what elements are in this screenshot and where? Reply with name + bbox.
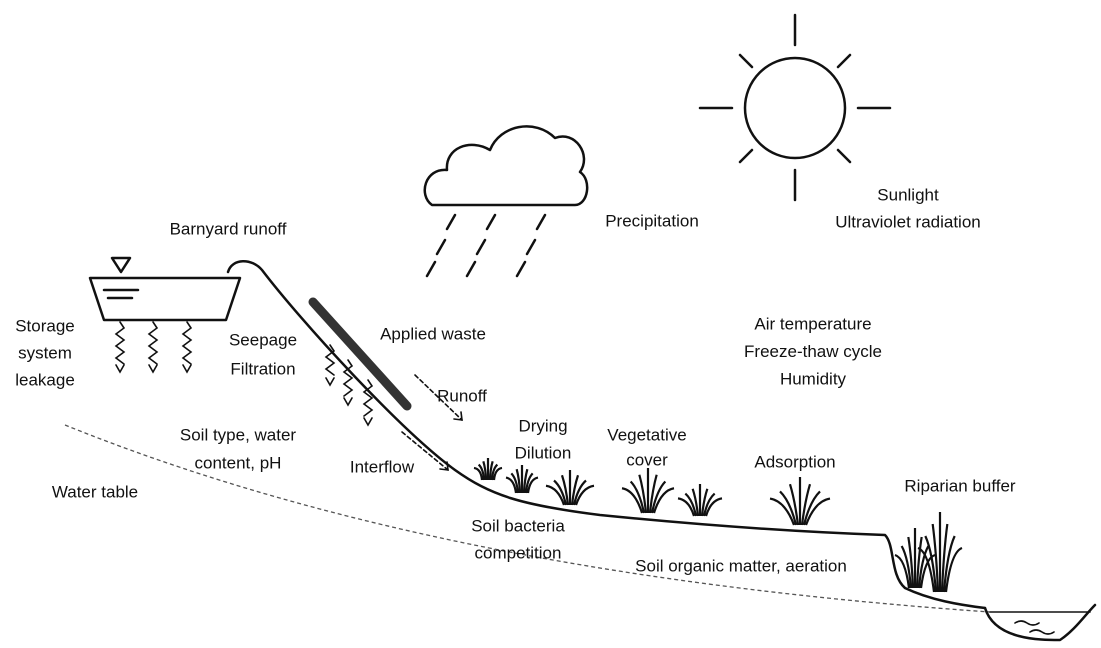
arrow-head <box>148 364 158 374</box>
pond <box>983 603 1097 642</box>
arrow-head <box>453 411 463 421</box>
grass <box>505 465 539 494</box>
flow-arrow <box>401 431 449 471</box>
water-table-line <box>64 424 991 613</box>
label-text: competition <box>475 543 562 562</box>
label-text: Storage <box>15 316 75 335</box>
label-text: Riparian buffer <box>904 476 1016 495</box>
seepage-arrow <box>114 321 126 365</box>
grass <box>894 528 936 589</box>
applied-waste-layer <box>308 297 412 411</box>
pond-water <box>989 611 1091 635</box>
water-level-marker <box>102 256 140 300</box>
label-text: Soil organic matter, aeration <box>635 556 847 575</box>
rain-drop <box>435 238 447 256</box>
arrow-head <box>343 397 353 407</box>
arrow-head <box>439 461 449 471</box>
seepage-arrow <box>342 359 354 397</box>
label-text: Applied waste <box>380 324 486 343</box>
label-text: Adsorption <box>754 452 835 471</box>
seepage-arrow <box>324 344 336 376</box>
grass <box>769 477 831 526</box>
label-text: Precipitation <box>605 211 699 230</box>
rain-drop <box>535 213 547 231</box>
rain-drop <box>485 213 497 231</box>
rain-drop <box>465 260 477 278</box>
arrow-head <box>115 364 125 374</box>
label-text: Freeze-thaw cycle <box>744 342 882 361</box>
label-text: Seepage <box>229 330 297 349</box>
grass <box>917 512 963 593</box>
label-text: Sunlight <box>877 185 939 204</box>
arrow-head <box>182 364 192 374</box>
arrow-head <box>363 417 373 427</box>
seepage-arrow <box>181 321 193 365</box>
label-text: Drying <box>518 416 567 435</box>
label-text: Humidity <box>780 369 847 388</box>
ground-surface <box>226 260 987 610</box>
grass <box>473 458 503 481</box>
storage-tank <box>88 276 242 322</box>
label-text: content, pH <box>195 453 282 472</box>
seepage-arrow <box>362 379 374 417</box>
sun <box>743 56 847 160</box>
label-text: Ultraviolet radiation <box>835 212 981 231</box>
flow-arrow <box>414 374 463 421</box>
label-text: system <box>18 343 72 362</box>
label-text: Soil bacteria <box>471 516 565 535</box>
label-text: Barnyard runoff <box>170 219 287 238</box>
grass <box>621 468 675 514</box>
label-text: leakage <box>15 370 75 389</box>
rain-drop <box>425 260 437 278</box>
rain-drop <box>475 238 487 256</box>
grass <box>545 470 595 506</box>
label-text: Vegetative <box>607 425 686 444</box>
label-text: Runoff <box>437 386 487 405</box>
label-text: Interflow <box>350 457 415 476</box>
grass <box>677 484 723 517</box>
label-text: Water table <box>52 482 138 501</box>
label-text: cover <box>626 450 668 469</box>
rain-drop <box>515 260 527 278</box>
sun-rays <box>698 13 892 202</box>
seepage-arrow <box>147 321 159 365</box>
label-text: Air temperature <box>754 314 871 333</box>
label-text: Filtration <box>230 359 295 378</box>
rain-drop <box>525 238 537 256</box>
cloud <box>423 125 589 207</box>
label-text: Soil type, water <box>180 425 297 444</box>
arrow-head <box>325 377 335 387</box>
rain-drop <box>445 213 457 231</box>
label-text: Dilution <box>515 443 572 462</box>
